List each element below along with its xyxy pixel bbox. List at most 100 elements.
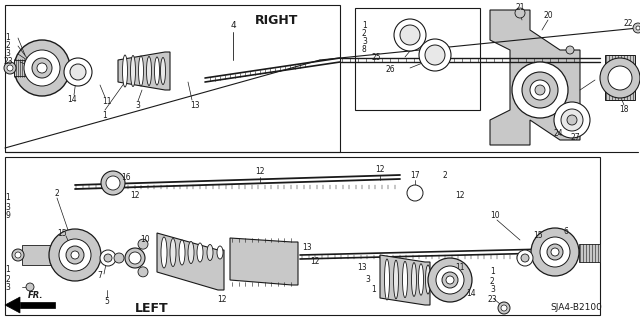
Circle shape [12,249,24,261]
Text: 3: 3 [5,49,10,58]
Text: 23: 23 [3,57,13,66]
Ellipse shape [403,261,408,298]
Polygon shape [355,8,480,110]
Text: 12: 12 [130,191,140,201]
Text: 14: 14 [67,95,77,105]
Circle shape [7,65,13,71]
Text: 20: 20 [543,11,553,19]
Text: 3: 3 [5,203,10,211]
Text: 15: 15 [533,232,543,241]
Circle shape [49,229,101,281]
Circle shape [100,250,116,266]
Text: 6: 6 [564,226,568,235]
Ellipse shape [170,239,176,266]
Text: 22: 22 [623,19,633,28]
Circle shape [400,25,420,45]
Circle shape [14,40,70,96]
Circle shape [517,250,533,266]
Circle shape [535,85,545,95]
Circle shape [425,45,445,65]
Circle shape [446,276,454,284]
Ellipse shape [412,263,417,296]
Text: 2: 2 [5,275,10,284]
Ellipse shape [131,56,136,86]
Text: 8: 8 [362,44,367,54]
Circle shape [71,251,79,259]
Circle shape [521,254,529,262]
Polygon shape [5,157,600,315]
Ellipse shape [217,246,223,259]
Polygon shape [5,297,20,313]
Text: SJA4-B2100: SJA4-B2100 [550,303,602,313]
Ellipse shape [207,244,213,261]
Text: 1: 1 [5,33,10,42]
Ellipse shape [197,243,203,262]
Polygon shape [579,244,600,262]
Ellipse shape [161,237,167,268]
Ellipse shape [188,241,194,263]
Circle shape [512,62,568,118]
Text: 13: 13 [357,263,367,272]
Ellipse shape [419,264,424,295]
Text: 1: 1 [362,20,367,29]
Text: 2: 2 [5,41,10,50]
Circle shape [522,72,558,108]
Circle shape [636,26,640,30]
Text: 12: 12 [217,295,227,305]
Text: RIGHT: RIGHT [255,13,298,26]
Circle shape [608,66,632,90]
Text: 1: 1 [490,268,495,277]
Ellipse shape [179,240,185,265]
Text: 3: 3 [365,276,371,285]
Polygon shape [22,245,55,265]
Circle shape [24,50,60,86]
Text: 3: 3 [136,101,140,110]
Polygon shape [157,233,224,290]
Circle shape [407,185,423,201]
Text: 17: 17 [410,170,420,180]
Polygon shape [5,5,340,152]
Circle shape [419,39,451,71]
Circle shape [531,228,579,276]
Text: 11: 11 [102,98,112,107]
Polygon shape [490,10,580,145]
Text: 2: 2 [362,28,367,38]
Ellipse shape [138,56,143,86]
Text: 19: 19 [600,76,610,85]
Polygon shape [230,238,298,285]
Ellipse shape [161,57,166,85]
Circle shape [101,171,125,195]
Circle shape [37,63,47,73]
Circle shape [501,305,507,311]
Circle shape [515,8,525,18]
Text: 12: 12 [255,167,265,176]
Circle shape [114,253,124,263]
Text: 26: 26 [385,65,395,75]
Circle shape [104,254,112,262]
Ellipse shape [154,57,159,85]
Polygon shape [118,52,170,90]
Text: 23: 23 [488,294,498,303]
Text: 13: 13 [190,101,200,110]
Text: 12: 12 [455,190,465,199]
Circle shape [26,283,34,291]
Text: 9: 9 [5,211,10,220]
Circle shape [106,176,120,190]
Circle shape [530,80,550,100]
Circle shape [498,302,510,314]
Text: 12: 12 [310,257,319,266]
Text: 1: 1 [5,265,10,275]
Text: FR.: FR. [28,292,44,300]
Circle shape [566,46,574,54]
Circle shape [138,239,148,249]
Text: 7: 7 [97,271,102,280]
Circle shape [442,272,458,288]
Text: 25: 25 [372,53,381,62]
Circle shape [138,267,148,277]
Circle shape [66,246,84,264]
Circle shape [633,23,640,33]
Circle shape [129,252,141,264]
Circle shape [567,115,577,125]
Polygon shape [605,55,635,100]
Text: 24: 24 [553,129,563,137]
